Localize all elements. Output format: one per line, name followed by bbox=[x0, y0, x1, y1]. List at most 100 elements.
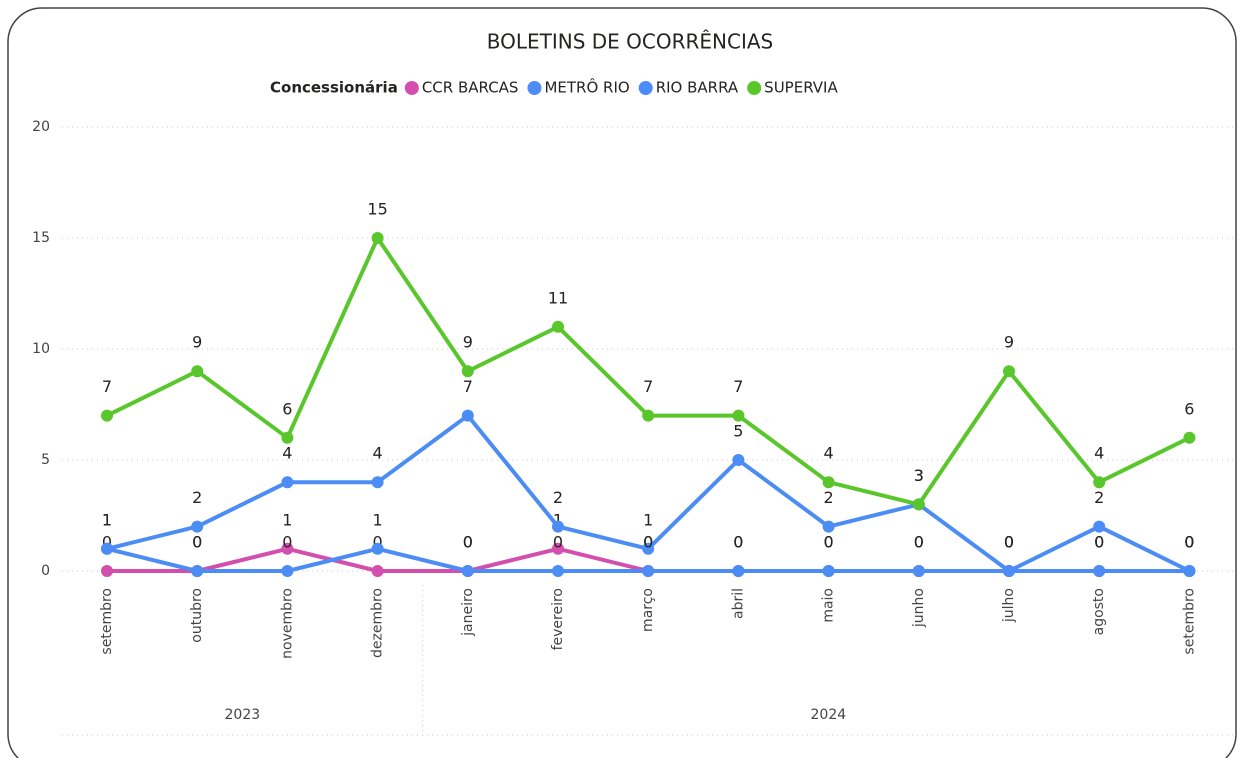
x-tick-label: setembro bbox=[1181, 588, 1197, 655]
data-point bbox=[1183, 565, 1196, 577]
x-tick-label: novembro bbox=[279, 588, 295, 659]
data-label: 4 bbox=[282, 444, 292, 463]
data-label: 6 bbox=[282, 399, 292, 418]
data-label: 0 bbox=[373, 533, 383, 552]
x-tick-label: julho bbox=[1001, 588, 1017, 623]
data-label: 0 bbox=[1094, 533, 1104, 552]
legend-label: CCR BARCAS bbox=[422, 79, 519, 97]
x-tick-label: março bbox=[640, 588, 656, 632]
data-point bbox=[642, 409, 655, 422]
data-label: 0 bbox=[192, 533, 202, 552]
y-tick-label: 0 bbox=[41, 563, 50, 579]
legend-marker bbox=[638, 81, 653, 95]
data-point bbox=[552, 320, 564, 333]
data-point bbox=[371, 232, 384, 244]
x-tick-label: outubro bbox=[189, 588, 205, 643]
legend-marker bbox=[404, 81, 419, 95]
data-point bbox=[822, 565, 835, 577]
data-point bbox=[281, 565, 294, 577]
data-point bbox=[101, 565, 113, 577]
data-label: 7 bbox=[733, 377, 743, 396]
data-label: 1 bbox=[373, 510, 383, 529]
data-label: 0 bbox=[733, 533, 743, 552]
data-label: 0 bbox=[914, 533, 924, 552]
data-point bbox=[461, 365, 474, 378]
data-label: 2 bbox=[553, 488, 563, 507]
x-tick-label: maio bbox=[821, 588, 837, 623]
data-point bbox=[371, 476, 384, 489]
data-point bbox=[1093, 476, 1106, 489]
data-point bbox=[1093, 565, 1106, 577]
data-label: 7 bbox=[102, 377, 112, 396]
data-label: 0 bbox=[643, 533, 653, 552]
data-label: 7 bbox=[463, 377, 473, 396]
data-label: 4 bbox=[824, 444, 834, 463]
data-label: 4 bbox=[1094, 444, 1104, 463]
data-label: 0 bbox=[1094, 533, 1104, 552]
data-label: 2 bbox=[192, 488, 202, 507]
data-point bbox=[371, 542, 384, 555]
data-point bbox=[101, 542, 113, 555]
data-point bbox=[371, 565, 384, 577]
data-point bbox=[912, 498, 925, 511]
data-label: 0 bbox=[192, 533, 202, 552]
year-label: 2023 bbox=[225, 707, 261, 723]
data-point bbox=[732, 409, 745, 422]
chart-title: BOLETINS DE OCORRÊNCIAS bbox=[487, 30, 774, 54]
x-tick-label: fevereiro bbox=[550, 588, 566, 650]
data-label: 7 bbox=[643, 377, 653, 396]
legend-title: Concessionária bbox=[270, 79, 398, 97]
y-tick-label: 5 bbox=[41, 452, 50, 468]
data-point bbox=[822, 520, 835, 533]
data-label: 2 bbox=[824, 488, 834, 507]
data-label: 0 bbox=[1184, 533, 1194, 552]
x-tick-label: agosto bbox=[1091, 588, 1107, 635]
legend-label: METRÔ RIO bbox=[544, 78, 629, 97]
y-tick-label: 10 bbox=[32, 341, 50, 357]
data-label: 0 bbox=[1004, 533, 1014, 552]
data-label: 1 bbox=[282, 510, 292, 529]
data-point bbox=[101, 409, 113, 422]
data-label: 0 bbox=[463, 533, 473, 552]
x-tick-label: setembro bbox=[99, 588, 115, 655]
data-point bbox=[552, 565, 564, 577]
data-point bbox=[1183, 431, 1196, 444]
data-point bbox=[822, 476, 835, 489]
data-label: 6 bbox=[1184, 399, 1194, 418]
data-point bbox=[281, 542, 294, 555]
data-point bbox=[732, 565, 745, 577]
data-label: 1 bbox=[102, 510, 112, 529]
data-label: 0 bbox=[914, 533, 924, 552]
data-point bbox=[552, 542, 564, 555]
data-point bbox=[552, 520, 564, 533]
data-point bbox=[191, 520, 204, 533]
data-label: 0 bbox=[553, 533, 563, 552]
data-label: 3 bbox=[914, 466, 924, 485]
data-label: 3 bbox=[914, 466, 924, 485]
data-point bbox=[1093, 520, 1106, 533]
data-label: 5 bbox=[733, 422, 743, 441]
y-tick-label: 15 bbox=[32, 230, 50, 246]
data-point bbox=[461, 409, 474, 422]
data-label: 0 bbox=[1004, 533, 1014, 552]
data-label: 0 bbox=[102, 533, 112, 552]
data-point bbox=[912, 565, 925, 577]
data-label: 1 bbox=[643, 510, 653, 529]
data-label: 4 bbox=[373, 444, 383, 463]
data-label: 1 bbox=[553, 510, 563, 529]
legend-label: RIO BARRA bbox=[656, 79, 739, 97]
data-label: 0 bbox=[1004, 533, 1014, 552]
data-label: 0 bbox=[463, 533, 473, 552]
data-point bbox=[191, 365, 204, 378]
legend-marker bbox=[527, 81, 542, 95]
data-label: 9 bbox=[192, 333, 202, 352]
y-tick-label: 20 bbox=[32, 119, 50, 135]
year-label: 2024 bbox=[811, 707, 847, 723]
card bbox=[7, 7, 1237, 758]
data-point bbox=[461, 565, 474, 577]
data-label: 0 bbox=[1184, 533, 1194, 552]
data-label: 0 bbox=[733, 533, 743, 552]
data-point bbox=[1003, 365, 1015, 378]
x-tick-label: janeiro bbox=[460, 588, 476, 637]
